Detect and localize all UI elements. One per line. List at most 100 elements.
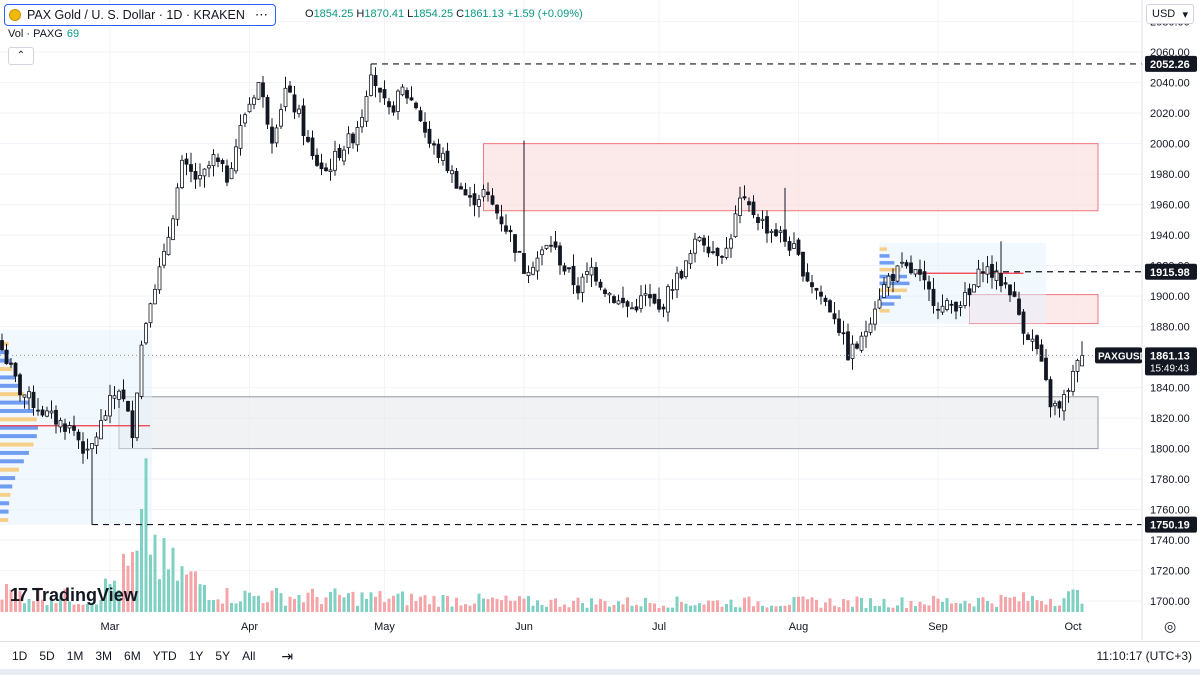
volume-bar	[378, 591, 382, 612]
volume-label: Vol · PAXG	[8, 28, 63, 40]
volume-bars	[0, 458, 1084, 612]
volume-bar	[941, 601, 944, 612]
candle-down	[715, 247, 720, 257]
candle-up	[360, 117, 364, 128]
volume-bar	[504, 595, 508, 612]
profile-bar	[0, 467, 20, 472]
volume-bar	[248, 592, 251, 612]
volume-bar	[9, 590, 13, 612]
collapse-legend-button[interactable]: ⌃	[8, 47, 34, 65]
range-1y-button[interactable]: 1Y	[188, 649, 204, 663]
volume-bar	[896, 605, 899, 612]
candle-down	[594, 267, 598, 282]
candle-down	[0, 340, 4, 351]
volume-bar	[239, 601, 242, 612]
currency-selector[interactable]: USD ▾	[1146, 4, 1194, 24]
candle-down	[270, 126, 274, 144]
volume-bar	[531, 605, 535, 612]
calendar-goto-icon[interactable]: ⇥	[281, 647, 294, 664]
volume-bar	[711, 600, 715, 612]
volume-bar	[279, 593, 283, 612]
volume-bar	[594, 604, 598, 612]
candle-up	[175, 187, 180, 220]
candle-up	[477, 199, 481, 207]
x-tick-label: Sep	[928, 621, 948, 633]
volume-bar	[450, 606, 454, 612]
profile-bar	[0, 492, 11, 497]
candle-up	[540, 249, 544, 256]
volume-bar	[774, 606, 778, 612]
candle-up	[342, 149, 346, 162]
volume-bar	[873, 605, 877, 612]
volume-bar	[342, 597, 346, 612]
level-price-badge	[1145, 263, 1197, 280]
candle-up	[333, 150, 337, 171]
y-tick-label: 2020.00	[1150, 108, 1190, 120]
candle-up	[108, 394, 112, 417]
volume-bar	[734, 607, 737, 612]
volume-bar	[162, 538, 166, 612]
volume-bar	[1017, 601, 1021, 612]
profile-bar	[0, 408, 34, 413]
volume-bar	[1004, 596, 1007, 612]
utc-clock[interactable]: 11:10:17 (UTC+3)	[1096, 649, 1193, 663]
candle-down	[765, 216, 769, 234]
candle-up	[639, 295, 643, 309]
candle-down	[751, 201, 756, 216]
candle-down	[810, 282, 814, 288]
volume-bar	[297, 595, 301, 612]
volume-bar	[954, 602, 958, 612]
volume-bar	[1067, 591, 1070, 612]
range-5d-button[interactable]: 5D	[39, 649, 55, 663]
candle-down	[522, 253, 526, 274]
tradingview-logo[interactable]: 17 TradingView	[10, 585, 138, 606]
candle-up	[778, 230, 783, 233]
candle-down	[648, 294, 652, 299]
volume-bar	[50, 599, 53, 612]
time-axis[interactable]: Mar Apr May Jun Jul Aug Sep Oct	[101, 621, 1082, 633]
volume-bar	[477, 593, 481, 612]
volume-bar	[545, 606, 548, 612]
x-tick-label: Mar	[101, 621, 120, 633]
candle-down	[1017, 298, 1021, 315]
range-1d-button[interactable]: 1D	[12, 649, 28, 663]
volume-bar	[428, 604, 431, 612]
volume-bar	[383, 602, 386, 612]
candle-down	[504, 225, 508, 232]
profile-bar	[879, 261, 895, 265]
candle-up	[859, 335, 864, 351]
volume-bar	[140, 509, 143, 612]
price-axis[interactable]: 1700.00 1720.00 1740.00 1760.00 1780.00 1800.…	[1095, 0, 1197, 640]
volume-bar	[648, 602, 652, 612]
volume-bar	[108, 584, 112, 612]
range-1m-button[interactable]: 1M	[66, 649, 84, 663]
range-6m-button[interactable]: 6M	[124, 649, 141, 663]
candle-down	[652, 293, 657, 304]
price-chart[interactable]: 1700.00 1720.00 1740.00 1760.00 1780.00 1800.…	[0, 0, 1200, 640]
volume-bar	[1044, 604, 1048, 612]
profile-bar	[0, 476, 16, 481]
candle-down	[1057, 401, 1062, 409]
volume-bar	[590, 598, 593, 612]
volume-bar	[626, 597, 629, 612]
candle-up	[355, 127, 360, 146]
candle-down	[486, 191, 490, 195]
range-ytd-button[interactable]: YTD	[152, 649, 177, 663]
candle-up	[139, 344, 144, 397]
candle-down	[634, 306, 639, 311]
countdown-label: 15:49:43	[1150, 363, 1189, 374]
more-options-icon[interactable]: ⋯	[254, 7, 269, 22]
candle-down	[927, 281, 931, 290]
candle-down	[387, 101, 391, 108]
candle-up	[58, 419, 63, 428]
chart-settings-icon[interactable]: ◎	[1164, 618, 1177, 634]
volume-bar	[612, 605, 616, 612]
candle-up	[153, 288, 157, 305]
range-3m-button[interactable]: 3M	[95, 649, 113, 663]
volume-bar	[554, 598, 557, 612]
volume-bar	[36, 587, 40, 612]
symbol-selector[interactable]: PAX Gold / U. S. Dollar · 1D · KRAKEN ⋯	[4, 4, 276, 26]
range-all-button[interactable]: All	[242, 649, 256, 663]
range-5y-button[interactable]: 5Y	[215, 649, 231, 663]
volume-bar	[351, 591, 355, 612]
